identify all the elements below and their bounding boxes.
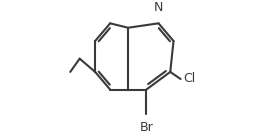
- Text: Cl: Cl: [183, 72, 195, 86]
- Text: N: N: [154, 1, 163, 15]
- Text: Br: Br: [140, 121, 153, 134]
